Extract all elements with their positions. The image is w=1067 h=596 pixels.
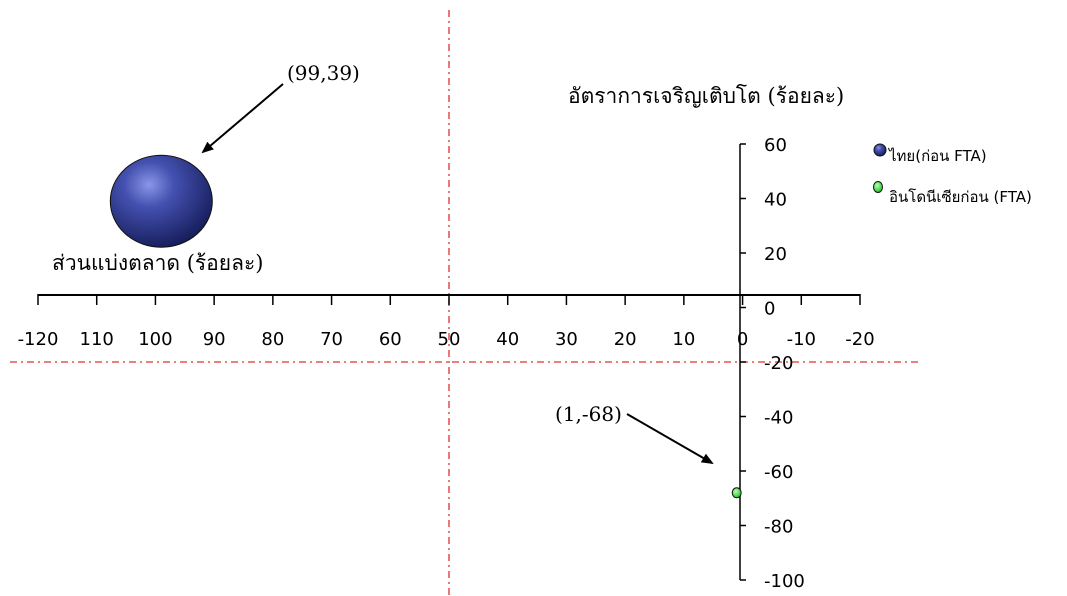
y-tick-label: 60 bbox=[764, 135, 787, 156]
bubble-thai bbox=[109, 154, 213, 248]
x-tick-label: 110 bbox=[80, 329, 114, 350]
y-axis-title: อัตราการเจริญเติบโต (ร้อยละ) bbox=[568, 84, 844, 108]
y-tick-label: 40 bbox=[764, 190, 787, 211]
y-tick-label: -100 bbox=[764, 571, 805, 592]
x-tick-label: 80 bbox=[261, 329, 284, 350]
legend-item-indonesia: อินโดนีเซียก่อน (FTA) bbox=[873, 181, 1032, 206]
legend: ไทย(ก่อน FTA) อินโดนีเซียก่อน (FTA) bbox=[873, 143, 1032, 206]
x-tick-label: 30 bbox=[555, 329, 578, 350]
legend-marker-thai bbox=[873, 143, 887, 157]
x-tick-label: 0 bbox=[737, 329, 748, 350]
annotation-thai-arrow bbox=[201, 83, 284, 154]
x-tick-label: 50 bbox=[438, 329, 461, 350]
annotation-thai-label: (99,39) bbox=[287, 61, 360, 85]
legend-marker-indonesia bbox=[873, 181, 883, 193]
legend-label-indonesia: อินโดนีเซียก่อน (FTA) bbox=[889, 188, 1032, 206]
y-tick-label: -40 bbox=[764, 408, 793, 429]
legend-item-thai: ไทย(ก่อน FTA) bbox=[873, 143, 987, 165]
annotation-indonesia-label: (1,-68) bbox=[555, 402, 622, 426]
x-tick-label: 10 bbox=[672, 329, 695, 350]
annotation-thai: (99,39) bbox=[201, 61, 360, 154]
x-tick-label: 60 bbox=[379, 329, 402, 350]
y-tick-label: -20 bbox=[764, 353, 793, 374]
y-tick-label: -80 bbox=[764, 517, 793, 538]
legend-label-thai: ไทย(ก่อน FTA) bbox=[888, 147, 987, 165]
x-tick-label: 40 bbox=[496, 329, 519, 350]
x-axis-title: ส่วนแบ่งตลาด (ร้อยละ) bbox=[52, 251, 263, 275]
x-tick-label: -120 bbox=[18, 329, 59, 350]
y-axis-ticks: 60 40 20 0 -20 -40 -60 -80 -100 bbox=[740, 135, 805, 592]
x-tick-label: -10 bbox=[787, 329, 816, 350]
annotation-indonesia: (1,-68) bbox=[555, 402, 714, 464]
annotation-indonesia-arrow bbox=[626, 413, 714, 464]
x-tick-label: -20 bbox=[845, 329, 874, 350]
x-tick-label: 20 bbox=[614, 329, 637, 350]
y-tick-label: -60 bbox=[764, 462, 793, 483]
bubble-indonesia bbox=[731, 487, 742, 499]
y-tick-label: 20 bbox=[764, 244, 787, 265]
x-tick-label: 70 bbox=[320, 329, 343, 350]
y-tick-label: 0 bbox=[764, 299, 775, 320]
x-axis-ticks: -120 110 100 90 80 70 60 50 40 30 20 10 0 -10 -20 bbox=[18, 294, 875, 350]
data-points bbox=[109, 154, 742, 499]
x-tick-label: 90 bbox=[203, 329, 226, 350]
x-tick-label: 100 bbox=[138, 329, 172, 350]
